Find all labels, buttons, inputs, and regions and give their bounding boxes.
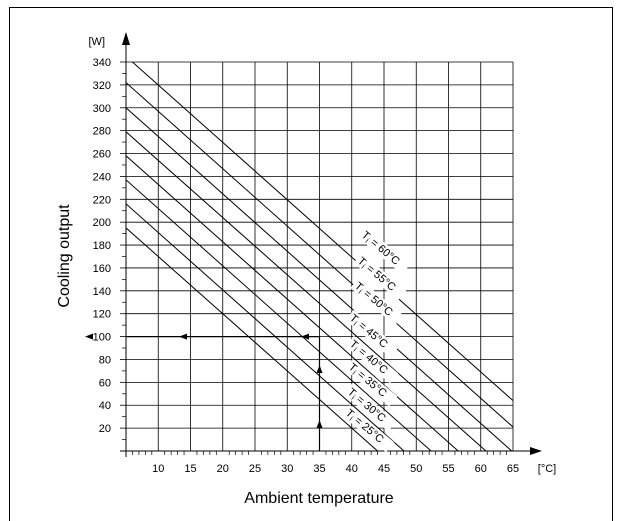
y-tick-label-320: 320 bbox=[93, 80, 111, 92]
y-tick-label-200: 200 bbox=[93, 217, 111, 229]
y-tick-label-140: 140 bbox=[93, 286, 111, 298]
x-tick-label-30: 30 bbox=[281, 463, 293, 475]
x-unit-label: [°C] bbox=[538, 463, 556, 475]
series-line-3 bbox=[126, 107, 513, 451]
x-tick-label-45: 45 bbox=[378, 463, 390, 475]
x-tick-label-50: 50 bbox=[410, 463, 422, 475]
y-unit-label: [W] bbox=[89, 36, 106, 48]
series-line-5 bbox=[126, 155, 459, 451]
series-line-7 bbox=[126, 203, 405, 451]
y-tick-label-280: 280 bbox=[93, 126, 111, 138]
y-axis-title: Cooling output bbox=[56, 204, 73, 308]
series bbox=[126, 62, 513, 451]
series-labels: Ti = 60°CTi = 55°CTi = 50°CTi = 45°CTi =… bbox=[341, 227, 411, 453]
chart-frame bbox=[9, 7, 613, 521]
y-axis-arrow-icon bbox=[122, 32, 130, 45]
axes bbox=[120, 32, 542, 457]
minor-ticks bbox=[120, 61, 507, 455]
x-tick-label-40: 40 bbox=[346, 463, 358, 475]
y-tick-label-100: 100 bbox=[93, 332, 111, 344]
y-tick-label-340: 340 bbox=[93, 57, 111, 69]
y-tick-label-180: 180 bbox=[93, 240, 111, 252]
x-tick-label-55: 55 bbox=[442, 463, 454, 475]
y-tick-label-60: 60 bbox=[99, 377, 111, 389]
x-tick-label-20: 20 bbox=[217, 463, 229, 475]
x-tick-label-15: 15 bbox=[184, 463, 196, 475]
x-tick-label-25: 25 bbox=[249, 463, 261, 475]
series-line-1 bbox=[131, 62, 513, 402]
x-axis-arrow-icon bbox=[530, 447, 542, 455]
y-tick-label-260: 260 bbox=[93, 149, 111, 161]
y-tick-label-220: 220 bbox=[93, 194, 111, 206]
reading-example bbox=[85, 333, 323, 451]
y-tick-label-300: 300 bbox=[93, 103, 111, 115]
series-line-6 bbox=[126, 179, 432, 451]
arrow-up-icon bbox=[316, 420, 323, 428]
series-line-8 bbox=[126, 227, 378, 451]
y-tick-label-40: 40 bbox=[99, 400, 111, 412]
series-line-2 bbox=[126, 82, 513, 428]
y-tick-label-80: 80 bbox=[99, 354, 111, 366]
x-tick-label-10: 10 bbox=[152, 463, 164, 475]
arrow-left-icon bbox=[85, 333, 93, 340]
x-tick-label-60: 60 bbox=[475, 463, 487, 475]
y-tick-label-240: 240 bbox=[93, 171, 111, 183]
arrow-left-icon bbox=[301, 333, 309, 340]
series-line-4 bbox=[126, 131, 487, 451]
arrow-left-icon bbox=[179, 333, 187, 340]
x-axis-title: Ambient temperature bbox=[244, 490, 394, 507]
y-tick-label-120: 120 bbox=[93, 309, 111, 321]
x-tick-labels: 10 15 20 25 30 35 40 45 50 55 60 65 bbox=[152, 463, 519, 475]
y-tick-labels: 20 40 60 80 100 120 140 160 180 200 220 240 260 280 30… bbox=[93, 57, 111, 435]
x-tick-label-35: 35 bbox=[313, 463, 325, 475]
y-tick-label-20: 20 bbox=[99, 423, 111, 435]
x-tick-label-65: 65 bbox=[507, 463, 519, 475]
y-tick-label-160: 160 bbox=[93, 263, 111, 275]
arrow-up-icon bbox=[316, 365, 323, 373]
